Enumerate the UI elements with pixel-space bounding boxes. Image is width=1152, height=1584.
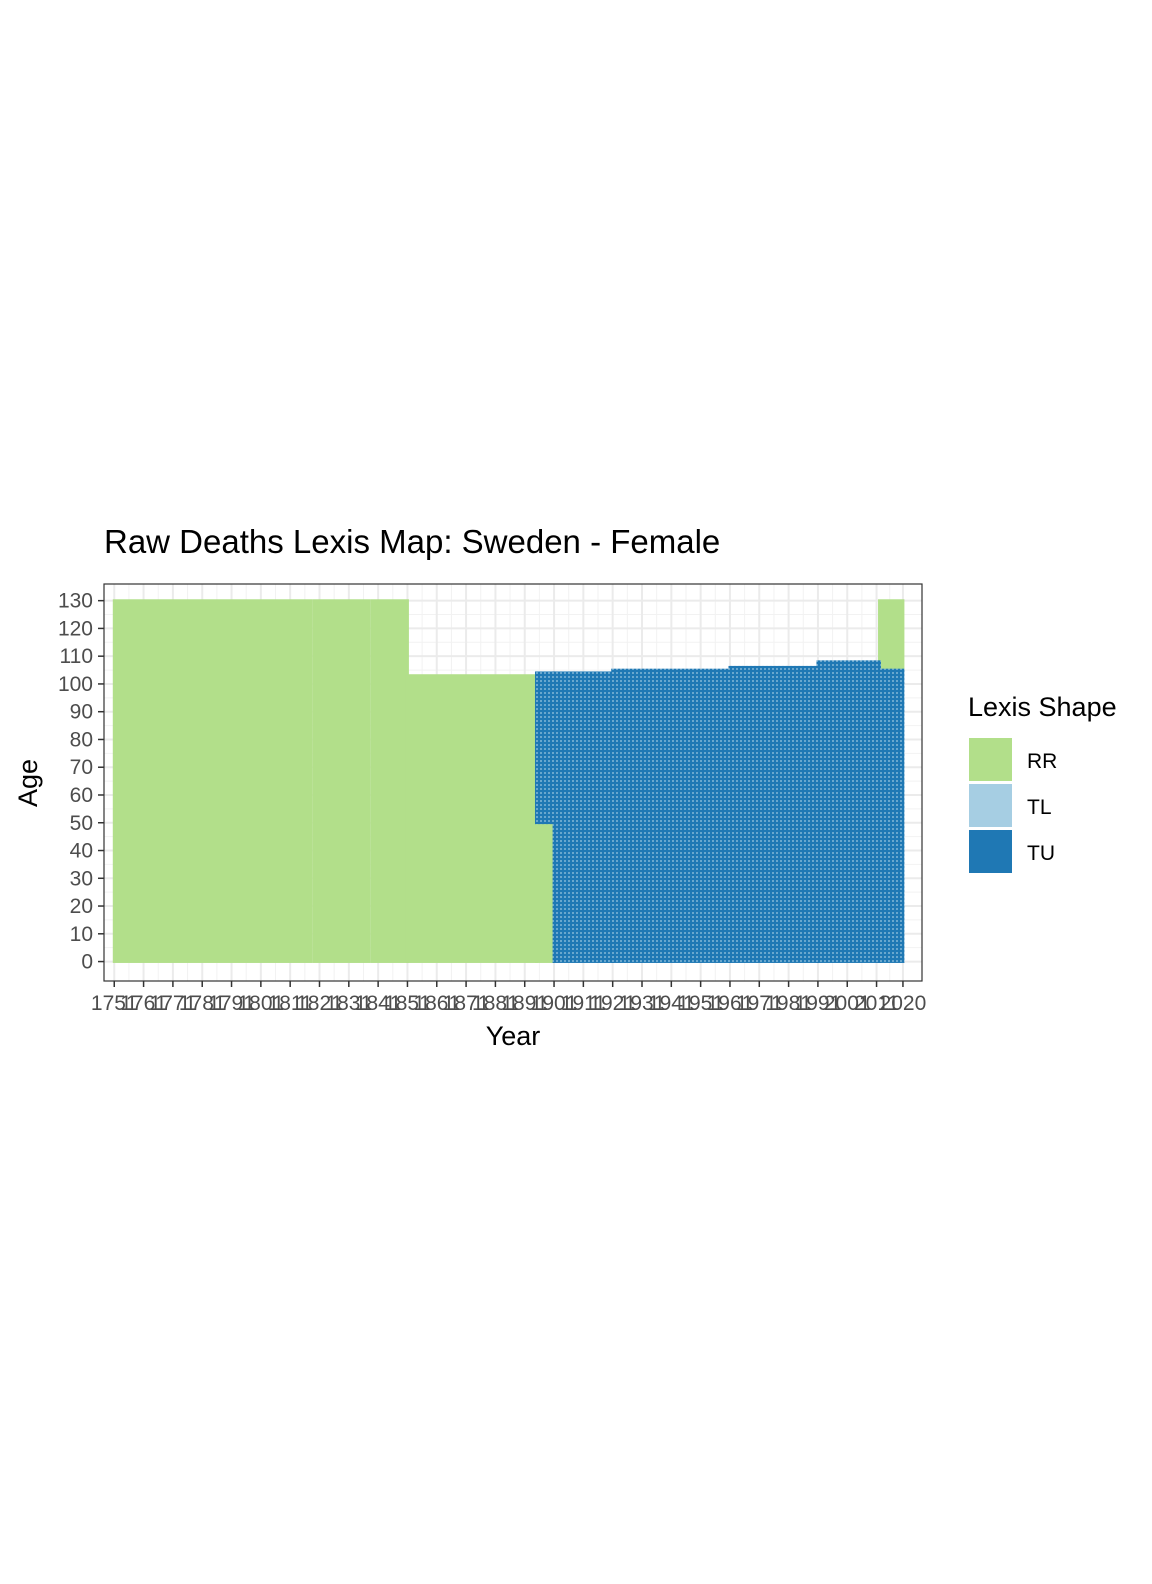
y-tick-label: 40: [70, 840, 93, 863]
x-tick-label: 1821: [296, 992, 343, 1015]
lexis-region-tu: [728, 665, 820, 963]
x-tick-label: 1891: [501, 992, 548, 1015]
x-axis-title: Year: [486, 1021, 541, 1051]
lexis-region-rr: [405, 674, 538, 963]
lexis-region-tu: [552, 671, 615, 963]
x-tick-label: 1811: [268, 992, 313, 1015]
y-tick-label: 110: [60, 645, 93, 668]
y-tick-label: 30: [70, 867, 93, 890]
x-tick-label: 1971: [736, 992, 783, 1015]
y-axis: 0 10 20 30 40 50 60 70 80 90 100 110 120 130: [58, 590, 104, 974]
x-tick-label: 1921: [589, 992, 636, 1015]
legend-key-tu: [969, 830, 1012, 873]
legend-title: Lexis Shape: [968, 692, 1117, 722]
lexis-region-tu: [816, 660, 881, 963]
x-axis: 1751176117711781179118011811182118311841…: [91, 981, 926, 1015]
x-tick-label: 1861: [413, 992, 460, 1015]
plot-panel: [103, 583, 923, 982]
x-tick-label: 1991: [795, 992, 842, 1015]
lexis-region-rr: [878, 599, 905, 672]
lexis-region-tu: [878, 668, 905, 963]
y-tick-label: 60: [70, 784, 93, 807]
legend-label-tl: TL: [1027, 796, 1052, 819]
x-tick-label: 1981: [765, 992, 812, 1015]
legend: Lexis Shape RR TL TU: [968, 692, 1117, 873]
x-tick-label: 1951: [677, 992, 724, 1015]
x-tick-label: 1901: [531, 992, 578, 1015]
y-tick-label: 0: [81, 951, 93, 974]
y-axis-title: Age: [13, 759, 43, 807]
lexis-region-tu: [611, 668, 732, 963]
y-tick-label: 20: [70, 895, 93, 918]
x-tick-label: 1871: [443, 992, 490, 1015]
x-tick-label: 1791: [208, 992, 255, 1015]
legend-label-tu: TU: [1027, 842, 1055, 865]
panel-border: [103, 583, 923, 982]
x-tick-label: 1881: [472, 992, 519, 1015]
x-tick-label: 1931: [619, 992, 666, 1015]
chart-title: Raw Deaths Lexis Map: Sweden - Female: [104, 523, 720, 560]
x-tick-label: 1911: [561, 992, 606, 1015]
legend-key-tl: [969, 784, 1012, 827]
lexis-cells: [112, 599, 905, 963]
legend-label-rr: RR: [1027, 750, 1057, 773]
x-tick-label: 1761: [120, 992, 167, 1015]
y-tick-label: 120: [58, 617, 93, 640]
x-tick-label: 1801: [237, 992, 284, 1015]
lexis-region-tu: [534, 671, 556, 825]
lexis-region-rr: [370, 599, 409, 963]
x-tick-label: 2011: [854, 992, 899, 1015]
x-tick-label: 1831: [325, 992, 372, 1015]
x-tick-label: 1771: [150, 992, 197, 1015]
y-tick-label: 50: [70, 812, 93, 835]
x-tick-label: 2020: [880, 992, 927, 1015]
x-tick-label: 1961: [707, 992, 754, 1015]
y-tick-label: 100: [58, 673, 93, 696]
lexis-region-rr: [312, 599, 371, 963]
y-tick-label: 10: [70, 923, 93, 946]
y-tick-label: 130: [58, 590, 93, 613]
y-tick-label: 80: [70, 728, 93, 751]
x-tick-label: 2001: [824, 992, 871, 1015]
y-tick-label: 70: [70, 756, 93, 779]
x-tick-label: 1841: [355, 992, 402, 1015]
legend-key-rr: [969, 738, 1012, 781]
x-tick-label: 1781: [179, 992, 226, 1015]
x-tick-label: 1751: [91, 992, 138, 1015]
lexis-region-rr: [112, 599, 313, 963]
x-tick-label: 1941: [648, 992, 695, 1015]
lexis-region-rr: [534, 821, 556, 963]
x-tick-label: 1851: [384, 992, 431, 1015]
y-tick-label: 90: [70, 701, 93, 724]
